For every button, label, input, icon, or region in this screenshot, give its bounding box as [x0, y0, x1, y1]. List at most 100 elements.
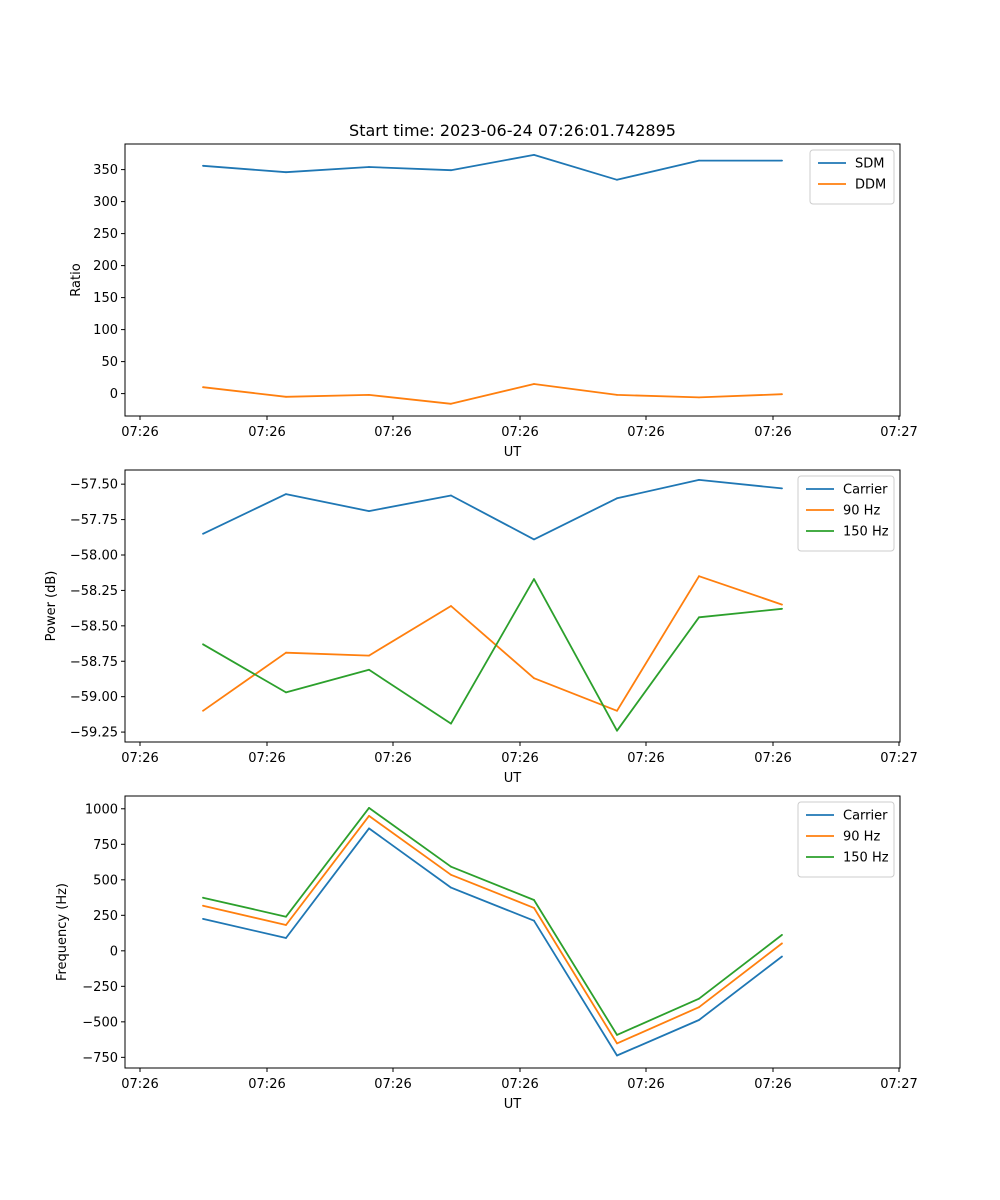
- data-point: [781, 487, 783, 490]
- series-line-sdm: [202, 153, 782, 181]
- legend: SDM DDM: [809, 149, 895, 205]
- data-point: [698, 479, 700, 481]
- data-point: [698, 616, 700, 619]
- series-line-ddm: [202, 383, 783, 405]
- legend-label: Carrier: [843, 483, 888, 498]
- x-tick-label: 07:26: [121, 751, 158, 766]
- legend-label: 150 Hz: [843, 851, 889, 866]
- x-tick-label: 07:26: [248, 751, 285, 766]
- data-point: [368, 654, 370, 657]
- legend-label: SDM: [855, 157, 884, 172]
- y-tick-label: 350: [93, 163, 118, 178]
- y-tick-label: 0: [110, 387, 118, 402]
- data-point: [698, 1019, 700, 1021]
- data-point: [450, 605, 452, 607]
- data-point: [781, 603, 783, 606]
- y-tick-label: 250: [93, 909, 118, 924]
- series-line-150-hz: [202, 578, 783, 732]
- y-tick-label: −59.00: [70, 690, 118, 705]
- x-axis-label: UT: [504, 1097, 522, 1112]
- data-point: [781, 607, 783, 610]
- data-point: [698, 575, 700, 578]
- data-point: [368, 827, 370, 830]
- x-tick-label: 07:26: [754, 1077, 791, 1092]
- data-point: [781, 934, 783, 936]
- x-tick-label: 07:26: [501, 1077, 538, 1092]
- series-line-90-hz: [202, 575, 783, 712]
- data-point: [285, 395, 287, 398]
- data-point: [781, 393, 783, 396]
- data-point: [450, 886, 452, 889]
- data-point: [616, 1054, 618, 1057]
- data-point: [616, 178, 618, 181]
- y-tick-label: 100: [93, 323, 118, 338]
- x-tick-label: 07:26: [374, 425, 411, 440]
- data-point: [285, 915, 287, 918]
- data-point: [368, 807, 370, 809]
- legend-label: Carrier: [843, 809, 888, 824]
- y-tick-label: −58.00: [70, 549, 118, 564]
- chart-title: Start time: 2023-06-24 07:26:01.742895: [349, 121, 676, 140]
- data-point: [285, 171, 287, 174]
- x-tick-label: 07:26: [374, 1077, 411, 1092]
- data-point: [202, 386, 204, 389]
- y-tick-label: 200: [93, 259, 118, 274]
- chart-panel-1: Start time: 2023-06-24 07:26:01.742895 0 5…: [69, 121, 918, 460]
- y-tick-label: −57.75: [70, 513, 118, 528]
- x-tick-label: 07:26: [121, 425, 158, 440]
- y-tick-label: −58.75: [70, 655, 118, 670]
- data-point: [450, 402, 452, 405]
- data-point: [202, 709, 204, 712]
- data-point: [616, 394, 618, 396]
- y-axis-label: Ratio: [69, 263, 84, 296]
- data-point: [368, 815, 370, 817]
- data-point: [533, 899, 535, 901]
- legend: Carrier 90 Hz 150 Hz: [797, 475, 895, 552]
- data-point: [450, 722, 452, 725]
- y-tick-label: 750: [93, 838, 118, 853]
- data-point: [285, 924, 287, 926]
- data-point: [616, 1042, 618, 1045]
- data-point: [616, 497, 618, 500]
- data-point: [698, 1006, 700, 1009]
- data-point: [450, 865, 452, 868]
- series-line-carrier: [202, 478, 783, 541]
- legend-box: [797, 801, 895, 878]
- series-line-150-hz: [202, 807, 783, 1036]
- x-tick-label: 07:27: [880, 751, 917, 766]
- data-point: [533, 383, 535, 385]
- legend-label: DDM: [855, 178, 886, 193]
- data-point: [368, 166, 370, 168]
- data-point: [202, 918, 204, 920]
- y-tick-label: −500: [82, 1015, 118, 1030]
- series-line-carrier: [202, 827, 783, 1057]
- y-axis-label: Power (dB): [44, 571, 59, 642]
- x-axis-label: UT: [504, 771, 522, 786]
- y-tick-label: 50: [101, 355, 118, 370]
- x-tick-label: 07:27: [880, 1077, 917, 1092]
- x-tick-label: 07:26: [374, 751, 411, 766]
- legend-label: 90 Hz: [843, 830, 880, 845]
- chart-panel-2: −59.25 −59.00 −58.75 −58.50 −58.25 −58.00 −57.…: [44, 469, 918, 786]
- x-tick-label: 07:26: [754, 425, 791, 440]
- data-point: [533, 907, 535, 909]
- data-point: [781, 159, 783, 162]
- data-point: [285, 493, 287, 495]
- data-point: [616, 709, 618, 712]
- x-tick-label: 07:26: [501, 751, 538, 766]
- data-point: [450, 873, 452, 876]
- legend-label: 90 Hz: [843, 504, 880, 519]
- data-point: [533, 677, 535, 680]
- x-tick-label: 07:26: [248, 425, 285, 440]
- x-axis-label: UT: [504, 445, 522, 460]
- x-tick-label: 07:26: [627, 425, 664, 440]
- x-tick-label: 07:27: [880, 425, 917, 440]
- y-tick-label: 500: [93, 873, 118, 888]
- y-tick-label: 250: [93, 227, 118, 242]
- y-tick-label: −750: [82, 1051, 118, 1066]
- axes-frame: [124, 143, 901, 417]
- data-point: [781, 942, 783, 945]
- data-point: [202, 532, 204, 535]
- y-axis-label: Frequency (Hz): [55, 883, 70, 981]
